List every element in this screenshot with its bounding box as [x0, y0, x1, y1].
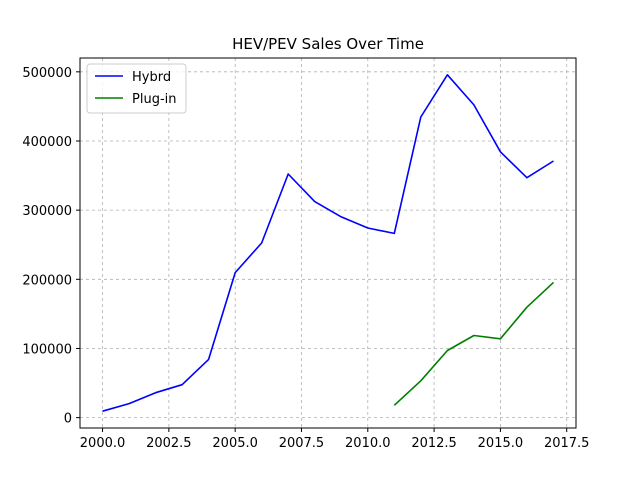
x-tick-label: 2010.0	[345, 436, 391, 451]
grid	[80, 58, 576, 428]
x-tick-label: 2005.0	[212, 436, 258, 451]
y-tick-label: 0	[64, 412, 72, 427]
x-tick-label: 2000.0	[80, 436, 126, 451]
x-axis: 2000.0 2002.5 2005.0 2007.5 2010.0 2012.5 2015…	[80, 428, 590, 451]
y-tick-label: 300000	[22, 204, 72, 219]
x-tick-label: 2017.5	[544, 436, 590, 451]
x-tick-label: 2007.5	[279, 436, 325, 451]
chart-title: HEV/PEV Sales Over Time	[232, 35, 424, 53]
y-tick-label: 200000	[22, 273, 72, 288]
plot-frame	[79, 57, 577, 429]
x-tick-label: 2012.5	[411, 436, 457, 451]
legend-label-plugin: Plug-in	[132, 92, 176, 107]
legend-label-hybrid: Hybrd	[132, 70, 171, 85]
y-tick-label: 100000	[22, 342, 72, 357]
y-axis: 0 100000 200000 300000 400000 500000	[22, 66, 80, 427]
series-line-hybrd	[102, 74, 554, 412]
x-tick-label: 2015.0	[478, 436, 524, 451]
y-tick-label: 400000	[22, 135, 72, 150]
x-tick-label: 2002.5	[146, 436, 192, 451]
legend: Hybrd Plug-in	[86, 63, 187, 114]
series-layer	[102, 74, 555, 412]
series-line-plug-in	[393, 281, 555, 406]
y-tick-label: 500000	[22, 66, 72, 81]
